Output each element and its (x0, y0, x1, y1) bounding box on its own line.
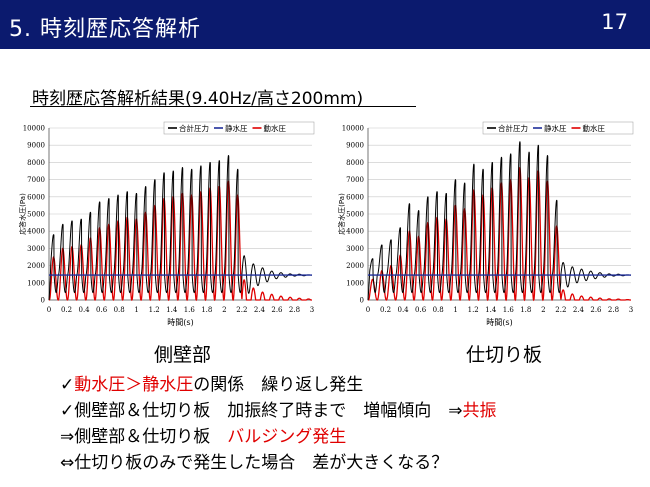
x-tick-label: 0.4 (78, 306, 90, 314)
chart-partition: 0 1000 2000 3000 4000 5000 6000 7000 8000 9000 100… (335, 118, 635, 336)
x-tick-label: 2.4 (573, 306, 585, 314)
x-tick-label: 2.6 (590, 306, 602, 314)
x-tick-label: 1.6 (503, 306, 515, 314)
x-tick-label: 0 (366, 306, 370, 314)
x-tick-label: 0.2 (380, 306, 391, 314)
series-line-total (48, 155, 313, 301)
x-tick-label: 1.8 (201, 306, 212, 314)
x-tick-label: 1.6 (184, 306, 196, 314)
x-tick-label: 2.8 (289, 306, 300, 314)
x-tick-label: 1 (134, 306, 138, 314)
series-line-total (367, 141, 632, 301)
subtitle-underline (30, 106, 416, 107)
findings-list: ✓動水圧＞静水圧の関係 繰り返し発生 ✓側壁部＆仕切り板 加振終了時まで 増幅傾向… (60, 372, 497, 476)
y-tick-label: 8000 (346, 159, 364, 167)
finding-line: ✓側壁部＆仕切り板 加振終了時まで 増幅傾向 ⇒共振 (60, 398, 497, 424)
panel-label-side-wall: 側壁部 (154, 344, 212, 366)
y-tick-label: 8000 (27, 159, 45, 167)
y-tick-label: 9000 (27, 142, 45, 150)
x-tick-label: 3 (310, 306, 314, 314)
y-tick-label: 7000 (346, 176, 364, 184)
x-tick-label: 0.4 (397, 306, 409, 314)
x-tick-label: 2.4 (254, 306, 266, 314)
highlight-text: 共振 (462, 401, 497, 421)
y-tick-label: 9000 (346, 142, 364, 150)
finding-text: ⇒側壁部＆仕切り板 (60, 427, 228, 447)
y-tick-label: 5000 (346, 211, 364, 219)
x-tick-label: 3 (629, 306, 633, 314)
x-tick-label: 2.8 (608, 306, 619, 314)
finding-text: ✓側壁部＆仕切り板 加振終了時まで 増幅傾向 ⇒ (60, 401, 463, 421)
legend-entry: 動水圧 (264, 123, 287, 133)
highlight-text: バルジング発生 (227, 427, 347, 447)
series-line-dynamic (367, 167, 631, 302)
x-tick-label: 2 (541, 306, 545, 314)
x-axis-label: 時間(s) (167, 318, 193, 327)
x-tick-label: 0.6 (96, 306, 108, 314)
y-tick-label: 1000 (27, 279, 45, 287)
y-tick-label: 0 (360, 297, 364, 305)
legend-entry: 静水圧 (544, 123, 567, 133)
x-tick-label: 2.2 (236, 306, 247, 314)
y-tick-label: 6000 (27, 193, 45, 201)
y-tick-label: 6000 (346, 193, 364, 201)
y-tick-label: 2000 (346, 262, 364, 270)
finding-line: ⇒側壁部＆仕切り板 バルジング発生 (60, 424, 497, 450)
finding-line: ✓動水圧＞静水圧の関係 繰り返し発生 (60, 372, 497, 398)
chart-svg: 0100020003000400050006000700080009000100… (18, 121, 315, 327)
legend-entry: 動水圧 (583, 123, 606, 133)
y-tick-label: 0 (41, 297, 45, 305)
highlight-text: 動水圧＞静水圧 (74, 375, 194, 395)
x-tick-label: 1.4 (166, 306, 178, 314)
x-tick-label: 1 (453, 306, 457, 314)
x-tick-label: 0.2 (61, 306, 72, 314)
x-tick-label: 1.2 (149, 306, 160, 314)
chart-side-wall: 0 1000 2000 3000 4000 5000 6000 7000 8000 9000 100… (16, 118, 316, 336)
title-bar: 5. 時刻歴応答解析 17 (0, 0, 650, 49)
y-tick-label: 4000 (346, 228, 364, 236)
x-tick-label: 0.6 (415, 306, 427, 314)
x-tick-label: 0.8 (114, 306, 125, 314)
x-tick-label: 1.2 (468, 306, 479, 314)
slide-title: 5. 時刻歴応答解析 (9, 17, 201, 42)
finding-text: ✓ (60, 375, 75, 395)
x-tick-label: 2 (222, 306, 226, 314)
legend-entry: 合計圧力 (179, 123, 209, 133)
y-axis-label: 応答水圧(Pa) (18, 193, 27, 235)
y-tick-label: 1000 (346, 279, 364, 287)
y-tick-label: 3000 (346, 245, 364, 253)
x-axis-label: 時間(s) (486, 318, 512, 327)
y-tick-label: 4000 (27, 228, 45, 236)
legend-entry: 合計圧力 (498, 123, 528, 133)
y-tick-label: 2000 (27, 262, 45, 270)
finding-text: ⇔仕切り板のみで発生した場合 差が大きくなる？ (60, 453, 449, 473)
x-tick-label: 1.4 (485, 306, 497, 314)
legend (482, 121, 634, 135)
x-tick-label: 0.8 (433, 306, 444, 314)
slide-subtitle: 時刻歴応答解析結果(9.40Hz/高さ200mm) (32, 89, 364, 109)
y-axis-label: 応答水圧(Pa) (337, 193, 346, 235)
x-tick-label: 1.8 (520, 306, 531, 314)
y-tick-label: 10000 (23, 125, 45, 133)
y-tick-label: 5000 (27, 211, 45, 219)
x-tick-label: 2.6 (271, 306, 283, 314)
y-tick-label: 3000 (27, 245, 45, 253)
x-tick-label: 2.2 (555, 306, 566, 314)
y-tick-label: 7000 (27, 176, 45, 184)
page-number: 17 (601, 10, 628, 34)
finding-text: の関係 繰り返し発生 (193, 375, 364, 395)
legend-entry: 静水圧 (225, 123, 248, 133)
legend (163, 121, 315, 135)
panel-label-partition: 仕切り板 (466, 344, 543, 366)
x-tick-label: 0 (47, 306, 51, 314)
series-line-dynamic (48, 180, 312, 302)
y-tick-label: 10000 (342, 125, 364, 133)
chart-svg: 0100020003000400050006000700080009000100… (337, 121, 634, 327)
finding-line: ⇔仕切り板のみで発生した場合 差が大きくなる？ (60, 450, 497, 476)
